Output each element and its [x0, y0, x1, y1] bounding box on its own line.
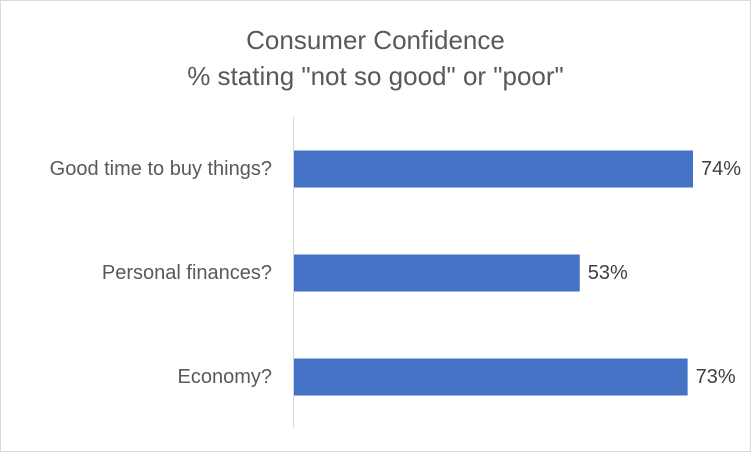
- category-label-0: Good time to buy things?: [50, 158, 272, 180]
- chart-title: Consumer Confidence: [246, 25, 505, 55]
- value-label-0: 74%: [701, 158, 741, 180]
- value-label-1: 53%: [588, 262, 628, 284]
- category-label-1: Personal finances?: [102, 262, 272, 284]
- chart-subtitle: % stating "not so good" or "poor": [187, 61, 564, 91]
- value-label-2: 73%: [696, 366, 736, 388]
- chart-title-block: Consumer Confidence % stating "not so go…: [0, 22, 751, 94]
- bar-0: [294, 150, 693, 188]
- bars-layer: Good time to buy things? 74% Personal fina…: [50, 150, 741, 396]
- bar-1: [294, 254, 580, 292]
- category-label-2: Economy?: [178, 366, 273, 388]
- bar-2: [294, 358, 688, 396]
